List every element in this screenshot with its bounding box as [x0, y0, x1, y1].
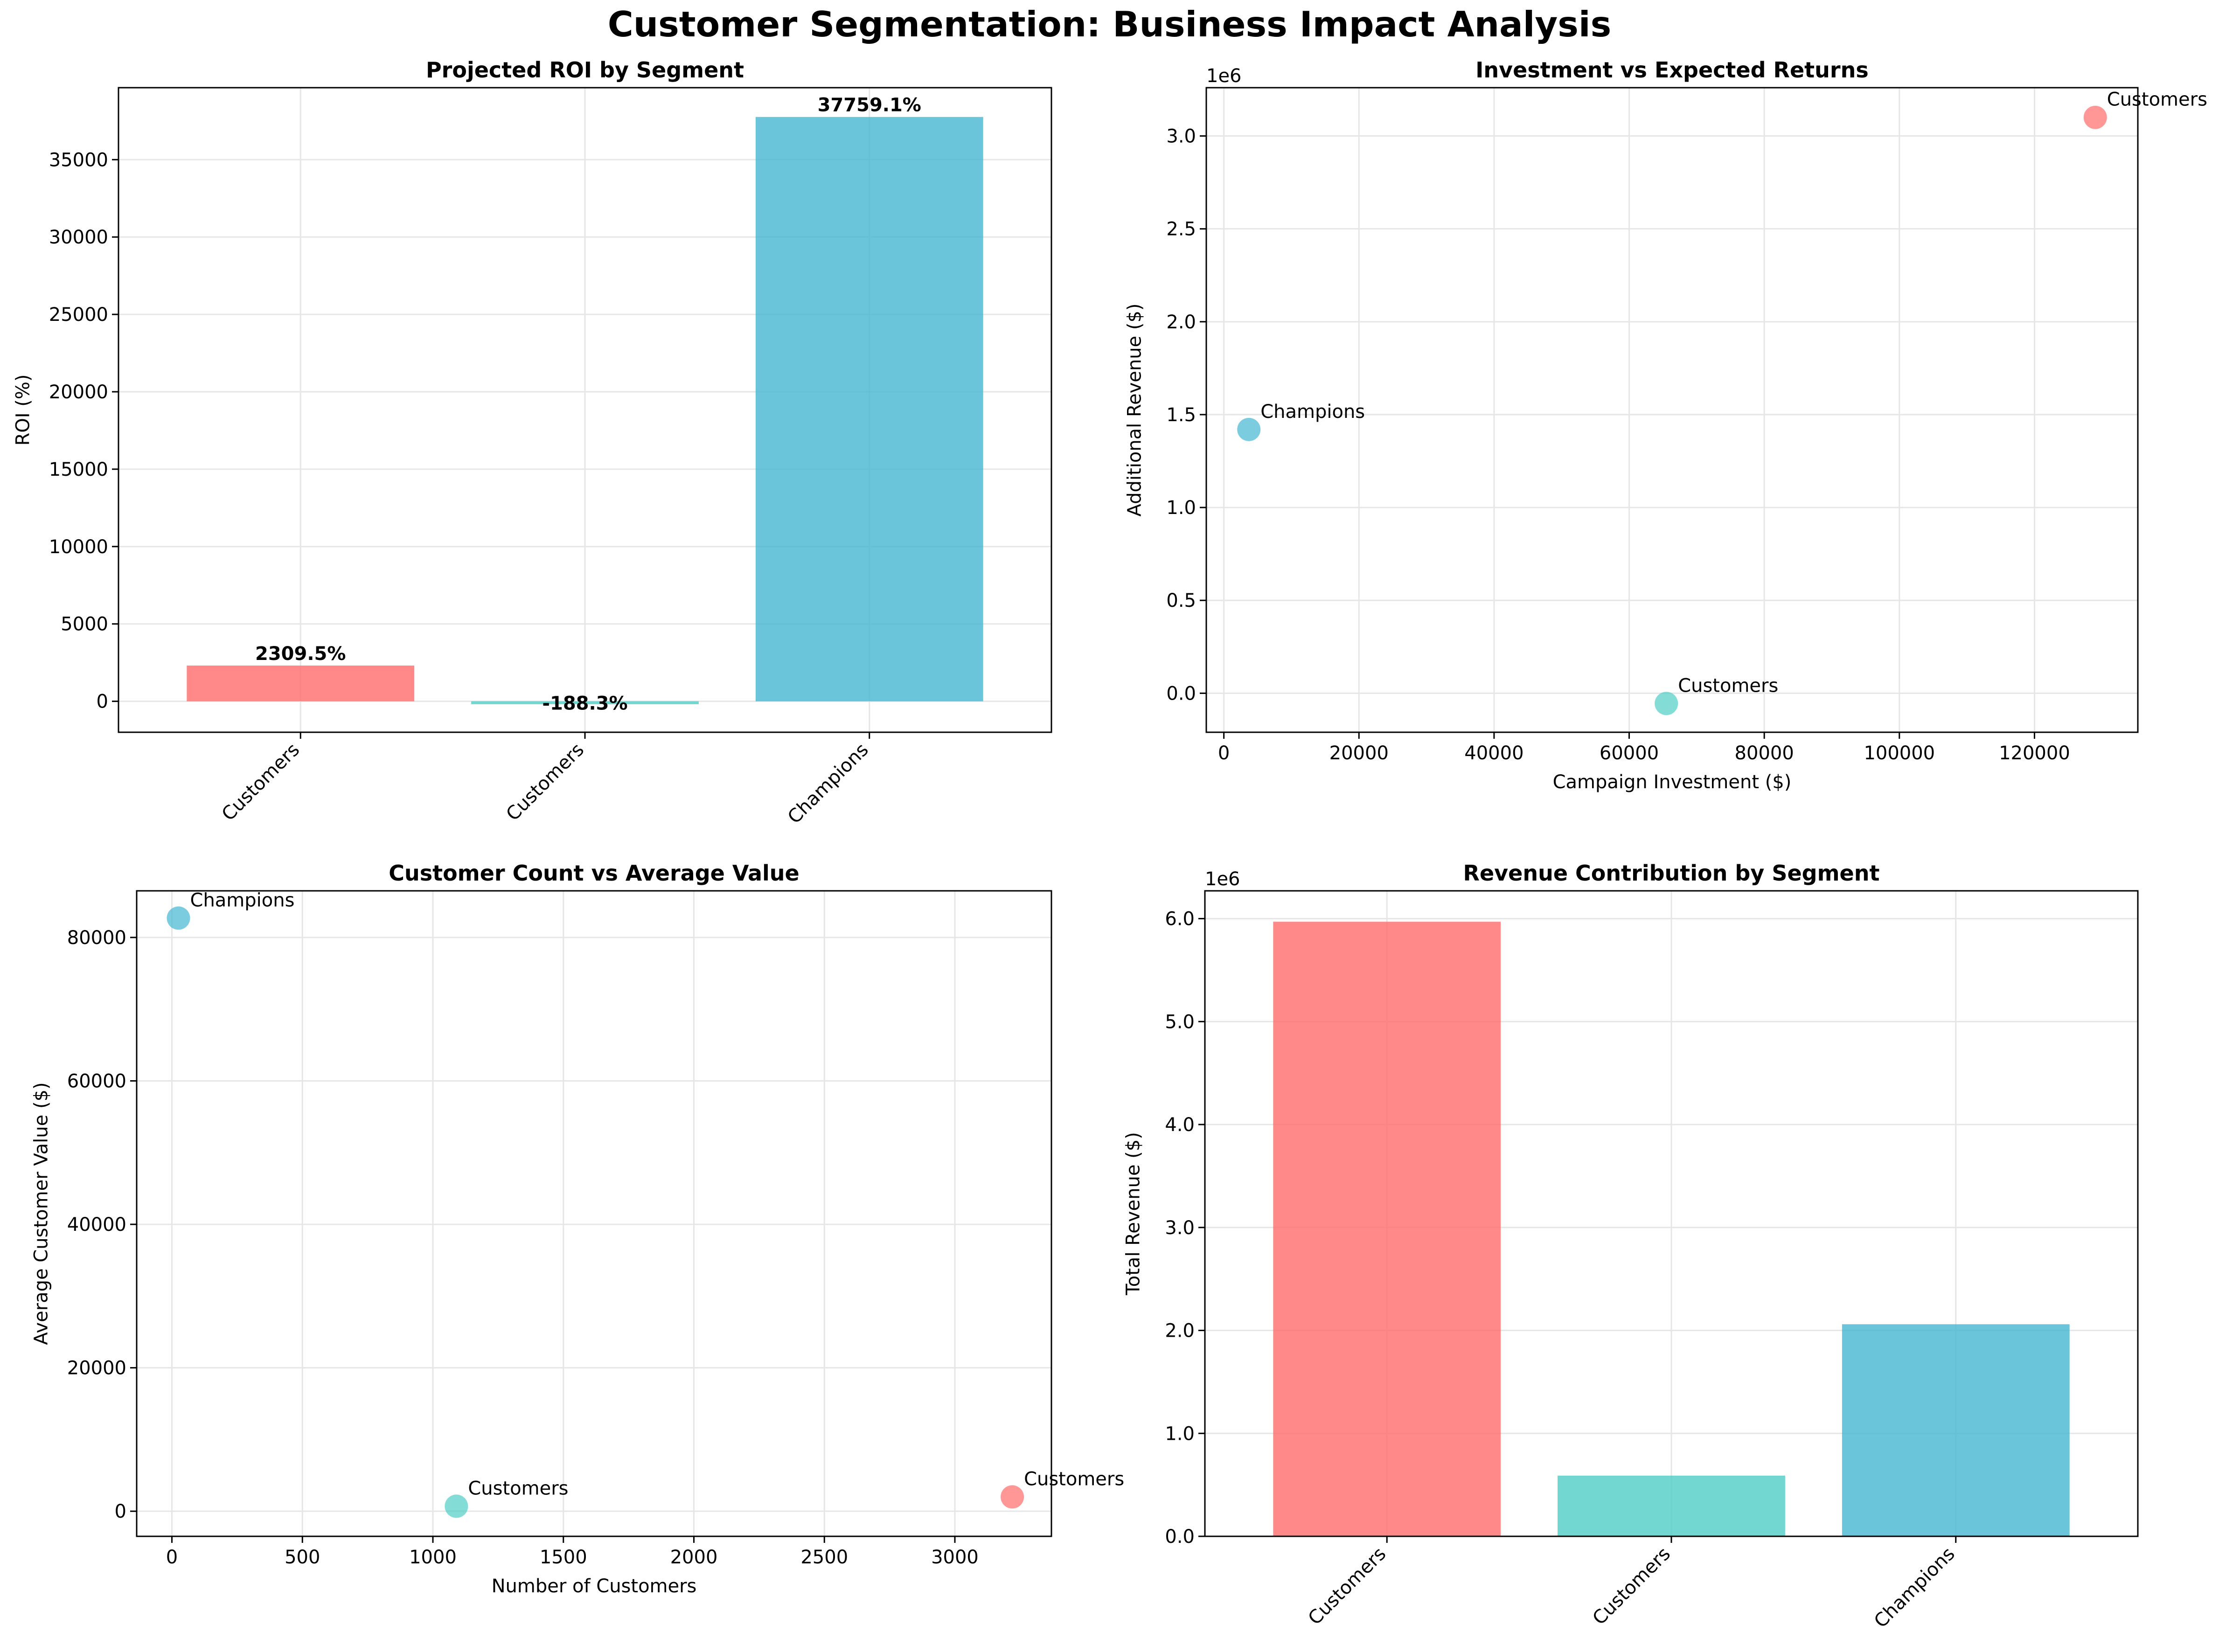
y-tick-label: 4.0	[1165, 1114, 1195, 1136]
subplot-title: Revenue Contribution by Segment	[1463, 861, 1880, 886]
bar-value-label: -188.3%	[542, 693, 627, 715]
y-tick-label: 2.0	[1166, 312, 1196, 333]
x-tick-label: 1500	[540, 1547, 587, 1568]
x-tick-label: 0	[166, 1547, 178, 1568]
x-tick-label: 60000	[1600, 743, 1659, 764]
point-label: Customers	[1024, 1468, 1124, 1490]
x-tick-label: 3000	[931, 1547, 979, 1568]
x-tick-label: Champions	[1870, 1543, 1959, 1632]
scatter-point	[2083, 105, 2107, 129]
x-tick-label: 100000	[1864, 743, 1935, 764]
y-tick-label: 60000	[67, 1071, 126, 1092]
y-tick-label: 0.5	[1166, 590, 1196, 611]
scatter-point	[167, 906, 190, 930]
bar-value-label: 2309.5%	[255, 643, 346, 665]
y-tick-label: 40000	[67, 1214, 126, 1236]
y-tick-label: 0.0	[1165, 1526, 1195, 1548]
x-tick-label: 2500	[800, 1547, 848, 1568]
bar	[187, 666, 415, 701]
y-tick-label: 3.0	[1166, 126, 1196, 147]
y-tick-label: 30000	[49, 227, 108, 248]
x-tick-label: 120000	[1999, 743, 2070, 764]
x-axis-label: Campaign Investment ($)	[1553, 771, 1792, 793]
y-offset-label: 1e6	[1206, 65, 1242, 87]
x-tick-label: Customers	[1588, 1543, 1675, 1630]
scatter-point	[445, 1494, 468, 1518]
point-label: Customers	[2107, 89, 2207, 111]
y-axis-label: ROI (%)	[13, 374, 34, 445]
y-offset-label: 1e6	[1205, 868, 1240, 890]
y-tick-label: 20000	[49, 382, 108, 403]
y-tick-label: 1.0	[1165, 1423, 1195, 1444]
y-tick-label: 10000	[49, 536, 108, 558]
subplot-4: 0.0 1.0 2.0 3.0 4.0 5.0 6.0 Customers Customers C…	[1123, 861, 2139, 1632]
y-tick-label: 2.0	[1165, 1320, 1195, 1342]
subplot-2: Customers Customers Champions 0.0 0.5 1.0 1.5 2…	[1124, 57, 2207, 793]
x-tick-label: 80000	[1735, 743, 1794, 764]
subplot-3: CustomersCustomersChampions0200004000060…	[31, 861, 1125, 1597]
scatter-point	[1001, 1485, 1024, 1509]
subplot-1: 2309.5% -188.3% 37759.1% 0 5000 10000 15000 200…	[13, 57, 1052, 828]
y-tick-label: 25000	[49, 304, 108, 326]
y-tick-label: 6.0	[1165, 909, 1195, 930]
y-tick-label: 3.0	[1165, 1217, 1195, 1239]
y-tick-label: 0.0	[1166, 683, 1196, 704]
bar	[1273, 922, 1501, 1536]
y-axis-label: Total Revenue ($)	[1123, 1132, 1144, 1296]
bar	[1842, 1324, 2070, 1536]
bar	[1558, 1475, 1785, 1536]
x-tick-label: Champions	[784, 739, 873, 828]
subplot-title: Investment vs Expected Returns	[1475, 57, 1868, 83]
bar-value-label: 37759.1%	[818, 95, 921, 116]
x-tick-label: 500	[285, 1547, 320, 1568]
x-tick-label: 40000	[1464, 743, 1523, 764]
point-label: Champions	[190, 889, 295, 911]
y-tick-label: 20000	[67, 1358, 126, 1379]
point-label: Champions	[1260, 401, 1365, 423]
figure-title: Customer Segmentation: Business Impact A…	[607, 4, 1612, 45]
y-tick-label: 35000	[49, 149, 108, 171]
y-axis-label: Additional Revenue ($)	[1124, 303, 1146, 516]
axes-frame	[1205, 87, 2139, 733]
x-tick-label: Customers	[502, 739, 588, 826]
bar	[755, 117, 983, 701]
x-tick-label: Customers	[218, 739, 304, 826]
y-tick-label: 2.5	[1166, 219, 1196, 240]
y-axis-label: Average Customer Value ($)	[31, 1082, 52, 1345]
subplot-title: Customer Count vs Average Value	[389, 861, 799, 886]
point-label: Customers	[468, 1478, 568, 1499]
scatter-point	[1237, 417, 1261, 441]
y-tick-label: 5000	[61, 614, 108, 635]
point-label: Customers	[1678, 675, 1778, 696]
bar	[471, 701, 699, 704]
y-tick-label: 15000	[49, 459, 108, 480]
subplot-title: Projected ROI by Segment	[426, 57, 744, 83]
y-tick-label: 5.0	[1165, 1011, 1195, 1033]
y-tick-label: 80000	[67, 927, 126, 949]
axes-frame	[136, 890, 1052, 1537]
x-tick-label: 2000	[670, 1547, 718, 1568]
y-tick-label: 0	[97, 691, 108, 713]
y-tick-label: 1.0	[1166, 497, 1196, 519]
y-tick-label: 1.5	[1166, 404, 1196, 426]
x-tick-label: 0	[1218, 743, 1230, 764]
scatter-point	[1655, 692, 1678, 715]
y-tick-label: 0	[115, 1501, 126, 1522]
x-axis-label: Number of Customers	[492, 1576, 697, 1597]
x-tick-label: Customers	[1304, 1543, 1391, 1630]
x-tick-label: 1000	[409, 1547, 457, 1568]
x-tick-label: 20000	[1329, 743, 1389, 764]
